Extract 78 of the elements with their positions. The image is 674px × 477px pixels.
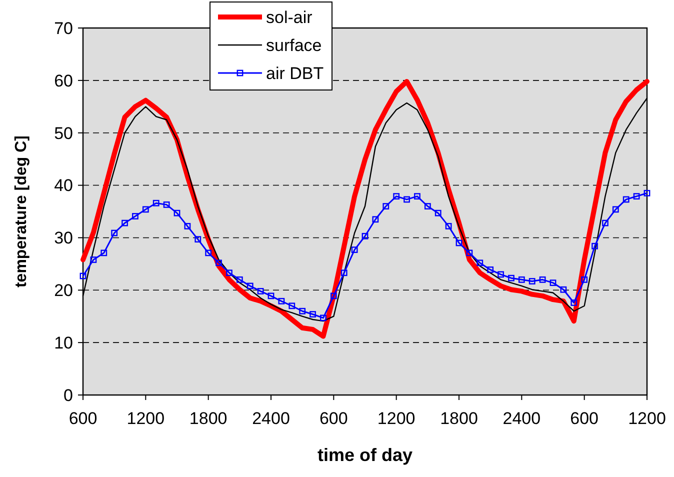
point <box>456 240 462 246</box>
point <box>382 203 390 210</box>
x-tick-label: 1800 <box>440 409 478 428</box>
point <box>528 278 536 284</box>
point <box>581 276 588 283</box>
x-tick-label: 1200 <box>377 409 416 428</box>
point <box>194 236 202 242</box>
x-tick-label: 2400 <box>502 409 541 428</box>
point <box>122 220 128 226</box>
x-tick-label: 1800 <box>189 409 228 428</box>
point <box>466 250 473 256</box>
y-tick-label: 0 <box>64 386 73 405</box>
point <box>142 206 149 213</box>
point <box>330 292 337 300</box>
x-tick-label: 600 <box>319 409 348 428</box>
point <box>340 270 348 276</box>
point <box>310 311 316 318</box>
y-tick-label: 60 <box>54 71 73 90</box>
legend-label: air DBT <box>266 64 324 83</box>
point <box>362 232 368 240</box>
point <box>372 216 379 223</box>
point <box>111 230 118 236</box>
x-tick-label: 2400 <box>252 409 290 428</box>
point <box>550 280 556 286</box>
y-axis-title: temperature [deg C] <box>13 135 30 288</box>
point <box>246 282 254 290</box>
point <box>539 276 546 283</box>
point <box>226 270 232 276</box>
point <box>163 201 170 208</box>
point <box>633 193 640 200</box>
point <box>268 292 274 300</box>
x-axis-title: time of day <box>317 445 413 465</box>
point <box>216 260 222 266</box>
y-tick-label: 10 <box>54 334 73 353</box>
point <box>445 222 452 230</box>
x-tick-label: 1200 <box>126 409 165 428</box>
point <box>414 193 420 200</box>
point <box>152 200 160 206</box>
point <box>236 276 243 283</box>
point <box>570 300 578 306</box>
point <box>174 210 180 216</box>
point <box>476 260 484 266</box>
point <box>434 210 442 216</box>
x-tick-label: 1200 <box>628 409 666 428</box>
point <box>299 308 306 314</box>
point <box>644 190 650 196</box>
point <box>100 250 108 256</box>
point <box>518 276 525 283</box>
legend-label: surface <box>266 36 322 55</box>
point <box>602 220 608 226</box>
point <box>80 272 86 280</box>
y-tick-label: 50 <box>54 124 73 143</box>
point <box>498 271 504 278</box>
point <box>592 242 598 250</box>
y-tick-label: 30 <box>54 228 73 248</box>
y-tick-label: 70 <box>54 18 73 38</box>
point <box>257 288 264 294</box>
legend-label: sol-air <box>266 8 313 27</box>
point <box>612 206 619 213</box>
point <box>278 298 285 304</box>
y-tick-label: 20 <box>54 281 73 300</box>
x-tick-label: 600 <box>68 409 98 428</box>
point <box>288 302 296 310</box>
point <box>351 246 358 253</box>
point <box>404 196 410 203</box>
point <box>320 314 326 322</box>
y-tick-label: 40 <box>54 176 73 196</box>
x-tick-label: 600 <box>570 409 599 428</box>
point <box>622 196 630 203</box>
point <box>393 193 400 200</box>
point <box>508 274 514 282</box>
point <box>424 203 431 210</box>
point <box>132 213 138 220</box>
point <box>205 250 212 256</box>
point <box>487 266 494 273</box>
point <box>90 256 97 263</box>
point <box>560 286 567 293</box>
point <box>184 222 191 230</box>
